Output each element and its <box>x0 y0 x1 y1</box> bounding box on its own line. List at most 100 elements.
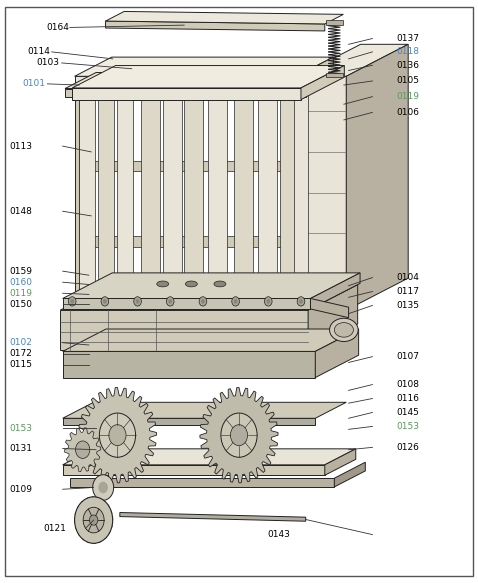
Polygon shape <box>63 329 358 352</box>
Circle shape <box>230 424 248 445</box>
Ellipse shape <box>329 318 358 342</box>
Text: 0126: 0126 <box>396 443 419 452</box>
Circle shape <box>201 299 205 304</box>
Ellipse shape <box>334 322 353 337</box>
Polygon shape <box>184 75 234 91</box>
Polygon shape <box>75 57 333 76</box>
Circle shape <box>134 297 141 306</box>
Polygon shape <box>200 388 278 483</box>
Text: 0150: 0150 <box>9 300 33 309</box>
Polygon shape <box>72 88 301 100</box>
Polygon shape <box>308 285 358 350</box>
Circle shape <box>264 297 272 306</box>
Text: 0109: 0109 <box>9 484 33 494</box>
Text: 0131: 0131 <box>9 444 33 453</box>
Polygon shape <box>234 91 253 298</box>
Polygon shape <box>63 449 356 465</box>
Circle shape <box>75 497 113 543</box>
Polygon shape <box>294 91 308 298</box>
Circle shape <box>93 475 114 500</box>
Text: 0101: 0101 <box>22 79 45 89</box>
Text: 0107: 0107 <box>396 352 419 361</box>
Text: 0104: 0104 <box>396 273 419 282</box>
Circle shape <box>199 297 206 306</box>
Text: 0121: 0121 <box>43 524 66 533</box>
Text: 0160: 0160 <box>9 278 33 287</box>
Polygon shape <box>60 310 308 350</box>
Polygon shape <box>65 89 306 97</box>
Polygon shape <box>184 91 203 298</box>
Text: 0137: 0137 <box>396 34 419 43</box>
Circle shape <box>221 413 257 457</box>
Polygon shape <box>65 428 101 472</box>
Polygon shape <box>79 91 95 298</box>
Circle shape <box>109 424 126 445</box>
Polygon shape <box>63 352 315 378</box>
Circle shape <box>98 482 108 493</box>
Polygon shape <box>78 388 157 483</box>
Polygon shape <box>118 91 133 298</box>
Circle shape <box>234 299 238 304</box>
Text: 0102: 0102 <box>9 338 32 347</box>
Circle shape <box>299 299 303 304</box>
Circle shape <box>89 515 98 525</box>
Polygon shape <box>63 298 311 309</box>
Circle shape <box>297 297 305 306</box>
Text: 0103: 0103 <box>36 58 59 68</box>
Polygon shape <box>258 75 308 91</box>
Polygon shape <box>63 273 360 298</box>
Polygon shape <box>120 512 306 521</box>
Text: 0108: 0108 <box>396 380 419 389</box>
Polygon shape <box>72 65 344 88</box>
Text: 0115: 0115 <box>9 360 33 369</box>
Text: 0145: 0145 <box>396 408 419 417</box>
Polygon shape <box>299 76 346 310</box>
Polygon shape <box>82 161 292 171</box>
Text: 0164: 0164 <box>46 23 69 32</box>
Polygon shape <box>106 21 325 31</box>
Text: 0172: 0172 <box>9 349 32 358</box>
Ellipse shape <box>157 281 169 287</box>
Polygon shape <box>163 75 213 91</box>
Polygon shape <box>315 329 358 378</box>
Polygon shape <box>98 75 145 91</box>
Polygon shape <box>208 91 227 298</box>
Polygon shape <box>82 236 292 247</box>
Circle shape <box>99 413 136 457</box>
Circle shape <box>103 299 107 304</box>
Text: 0119: 0119 <box>396 92 419 101</box>
Polygon shape <box>296 57 333 87</box>
Circle shape <box>76 441 90 458</box>
Circle shape <box>70 299 74 304</box>
Bar <box>326 20 343 25</box>
Polygon shape <box>63 418 315 425</box>
Text: 0116: 0116 <box>396 394 419 403</box>
Text: 0136: 0136 <box>396 61 419 70</box>
Polygon shape <box>118 75 163 91</box>
Polygon shape <box>301 65 344 100</box>
Text: 0114: 0114 <box>27 47 50 57</box>
Polygon shape <box>106 12 343 24</box>
Polygon shape <box>75 497 113 543</box>
Circle shape <box>266 299 270 304</box>
Polygon shape <box>141 91 160 298</box>
Polygon shape <box>258 91 277 298</box>
Circle shape <box>83 507 104 533</box>
Polygon shape <box>280 75 327 91</box>
Polygon shape <box>65 72 337 89</box>
Polygon shape <box>208 75 258 91</box>
Ellipse shape <box>185 281 197 287</box>
Text: 0148: 0148 <box>9 207 32 216</box>
Polygon shape <box>334 462 365 487</box>
Polygon shape <box>294 75 339 91</box>
Text: 0159: 0159 <box>9 266 33 276</box>
Polygon shape <box>325 449 356 475</box>
Polygon shape <box>60 285 358 310</box>
Polygon shape <box>70 478 334 487</box>
Text: 0119: 0119 <box>9 289 33 298</box>
Ellipse shape <box>214 281 226 287</box>
Polygon shape <box>311 298 348 318</box>
Text: 0117: 0117 <box>396 287 419 296</box>
Circle shape <box>101 297 109 306</box>
Polygon shape <box>311 273 360 309</box>
